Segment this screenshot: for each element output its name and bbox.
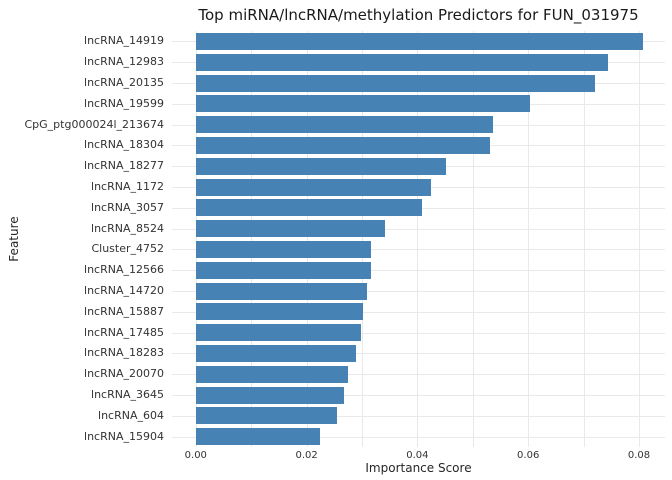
bar	[195, 261, 372, 279]
gridline-horizontal	[172, 291, 665, 292]
x-tick-label: 0.06	[517, 450, 540, 461]
plot-area	[172, 31, 665, 447]
y-tick-label: lncRNA_19599	[84, 96, 164, 110]
y-tick-label: CpG_ptg000024l_213674	[24, 117, 164, 131]
bar	[195, 95, 531, 113]
y-tick-label: lncRNA_14919	[84, 34, 164, 48]
y-tick-label: lncRNA_14720	[84, 284, 164, 297]
gridline-vertical	[528, 31, 530, 447]
x-tick-label: 0.02	[295, 450, 318, 461]
gridline-horizontal	[172, 395, 665, 396]
gridline-vertical	[417, 31, 419, 447]
y-tick-label: lncRNA_20070	[84, 367, 164, 381]
y-tick-label: lncRNA_15904	[84, 429, 164, 443]
bar	[195, 324, 362, 342]
gridline-horizontal	[172, 353, 665, 355]
bar	[195, 32, 643, 50]
y-tick-label: lncRNA_3057	[91, 200, 164, 214]
bar	[195, 303, 364, 321]
bar	[195, 116, 493, 134]
gridline-vertical	[362, 31, 363, 447]
bar	[195, 386, 345, 404]
y-tick-label: lncRNA_3645	[91, 388, 164, 401]
y-tick-label: Cluster_4752	[91, 242, 164, 256]
x-tick-row: 0.00 0.02 0.04 0.06 0.08	[172, 450, 665, 463]
bar	[195, 365, 349, 383]
bar	[195, 240, 372, 258]
y-tick-label: lncRNA_17485	[84, 325, 164, 339]
bar	[195, 136, 490, 154]
gridline-vertical	[472, 31, 474, 447]
y-tick-gutter: lncRNA_14919 lncRNA_12983 lncRNA_20135 lncR…	[0, 31, 168, 447]
gridline-vertical	[195, 31, 197, 447]
gridline-vertical	[251, 31, 253, 447]
bar	[195, 282, 367, 300]
y-tick-label: lncRNA_15887	[84, 304, 164, 318]
bar	[195, 428, 320, 446]
y-tick-label: lncRNA_18283	[84, 346, 164, 360]
y-tick-label: lncRNA_12566	[84, 263, 164, 277]
bar	[195, 344, 356, 362]
gridline-horizontal	[172, 415, 665, 417]
chart-title: Top miRNA/lncRNA/methylation Predictors …	[198, 6, 639, 24]
gridline-vertical	[306, 31, 308, 447]
y-tick-label: lncRNA_604	[98, 408, 164, 422]
x-tick-label: 0.08	[627, 450, 651, 461]
y-tick-label: lncRNA_18277	[84, 159, 164, 173]
x-axis-label: Importance Score	[365, 461, 472, 475]
y-tick-label: lncRNA_18304	[84, 138, 164, 152]
gridline-horizontal	[172, 249, 665, 251]
y-tick-label: lncRNA_1172	[91, 180, 164, 193]
gridline-vertical	[639, 31, 640, 447]
bar	[195, 199, 423, 217]
gridline-horizontal	[172, 228, 665, 230]
y-tick-label: lncRNA_20135	[84, 76, 164, 89]
gridline-horizontal	[172, 374, 665, 376]
x-tick-label: 0.04	[406, 450, 429, 461]
bar	[195, 74, 596, 92]
gridline-horizontal	[172, 270, 665, 272]
bar	[195, 53, 608, 71]
bar	[195, 407, 338, 425]
gridline-horizontal	[172, 332, 665, 334]
y-tick-label: lncRNA_8524	[91, 221, 164, 235]
y-tick-label: lncRNA_12983	[84, 55, 164, 69]
gridline-vertical	[583, 31, 585, 447]
gridline-horizontal	[172, 436, 665, 438]
x-tick-label: 0.00	[184, 450, 207, 461]
bar	[195, 157, 446, 175]
bar	[195, 178, 431, 196]
gridline-horizontal	[172, 311, 665, 313]
bar	[195, 220, 386, 238]
